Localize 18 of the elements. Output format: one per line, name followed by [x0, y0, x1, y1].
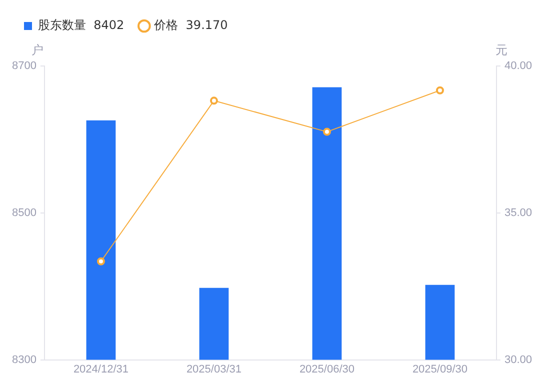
- y2-tick-label: 35.00: [504, 206, 532, 219]
- x-tick-label: 2025/06/30: [299, 363, 355, 376]
- y-axis-title: 户: [31, 43, 44, 58]
- x-tick-label: 2025/09/30: [412, 363, 468, 376]
- y2-tick-label: 40.00: [504, 60, 532, 72]
- y-tick-label: 8700: [12, 60, 36, 72]
- point: [322, 128, 331, 136]
- point: [96, 257, 105, 266]
- legend-label: 股东数量 8402: [38, 18, 124, 32]
- point: [210, 96, 218, 105]
- x-tick-label: 2025/03/31: [186, 363, 242, 376]
- y2-axis-title: 元: [495, 43, 508, 58]
- y-tick-label: 8500: [12, 206, 36, 219]
- legend-label: 价格 39.170: [153, 18, 228, 32]
- y2-tick-label: 30.00: [504, 354, 532, 366]
- y-tick-label: 8300: [12, 354, 36, 366]
- point: [436, 86, 444, 94]
- x-tick-label: 2024/12/31: [73, 363, 128, 376]
